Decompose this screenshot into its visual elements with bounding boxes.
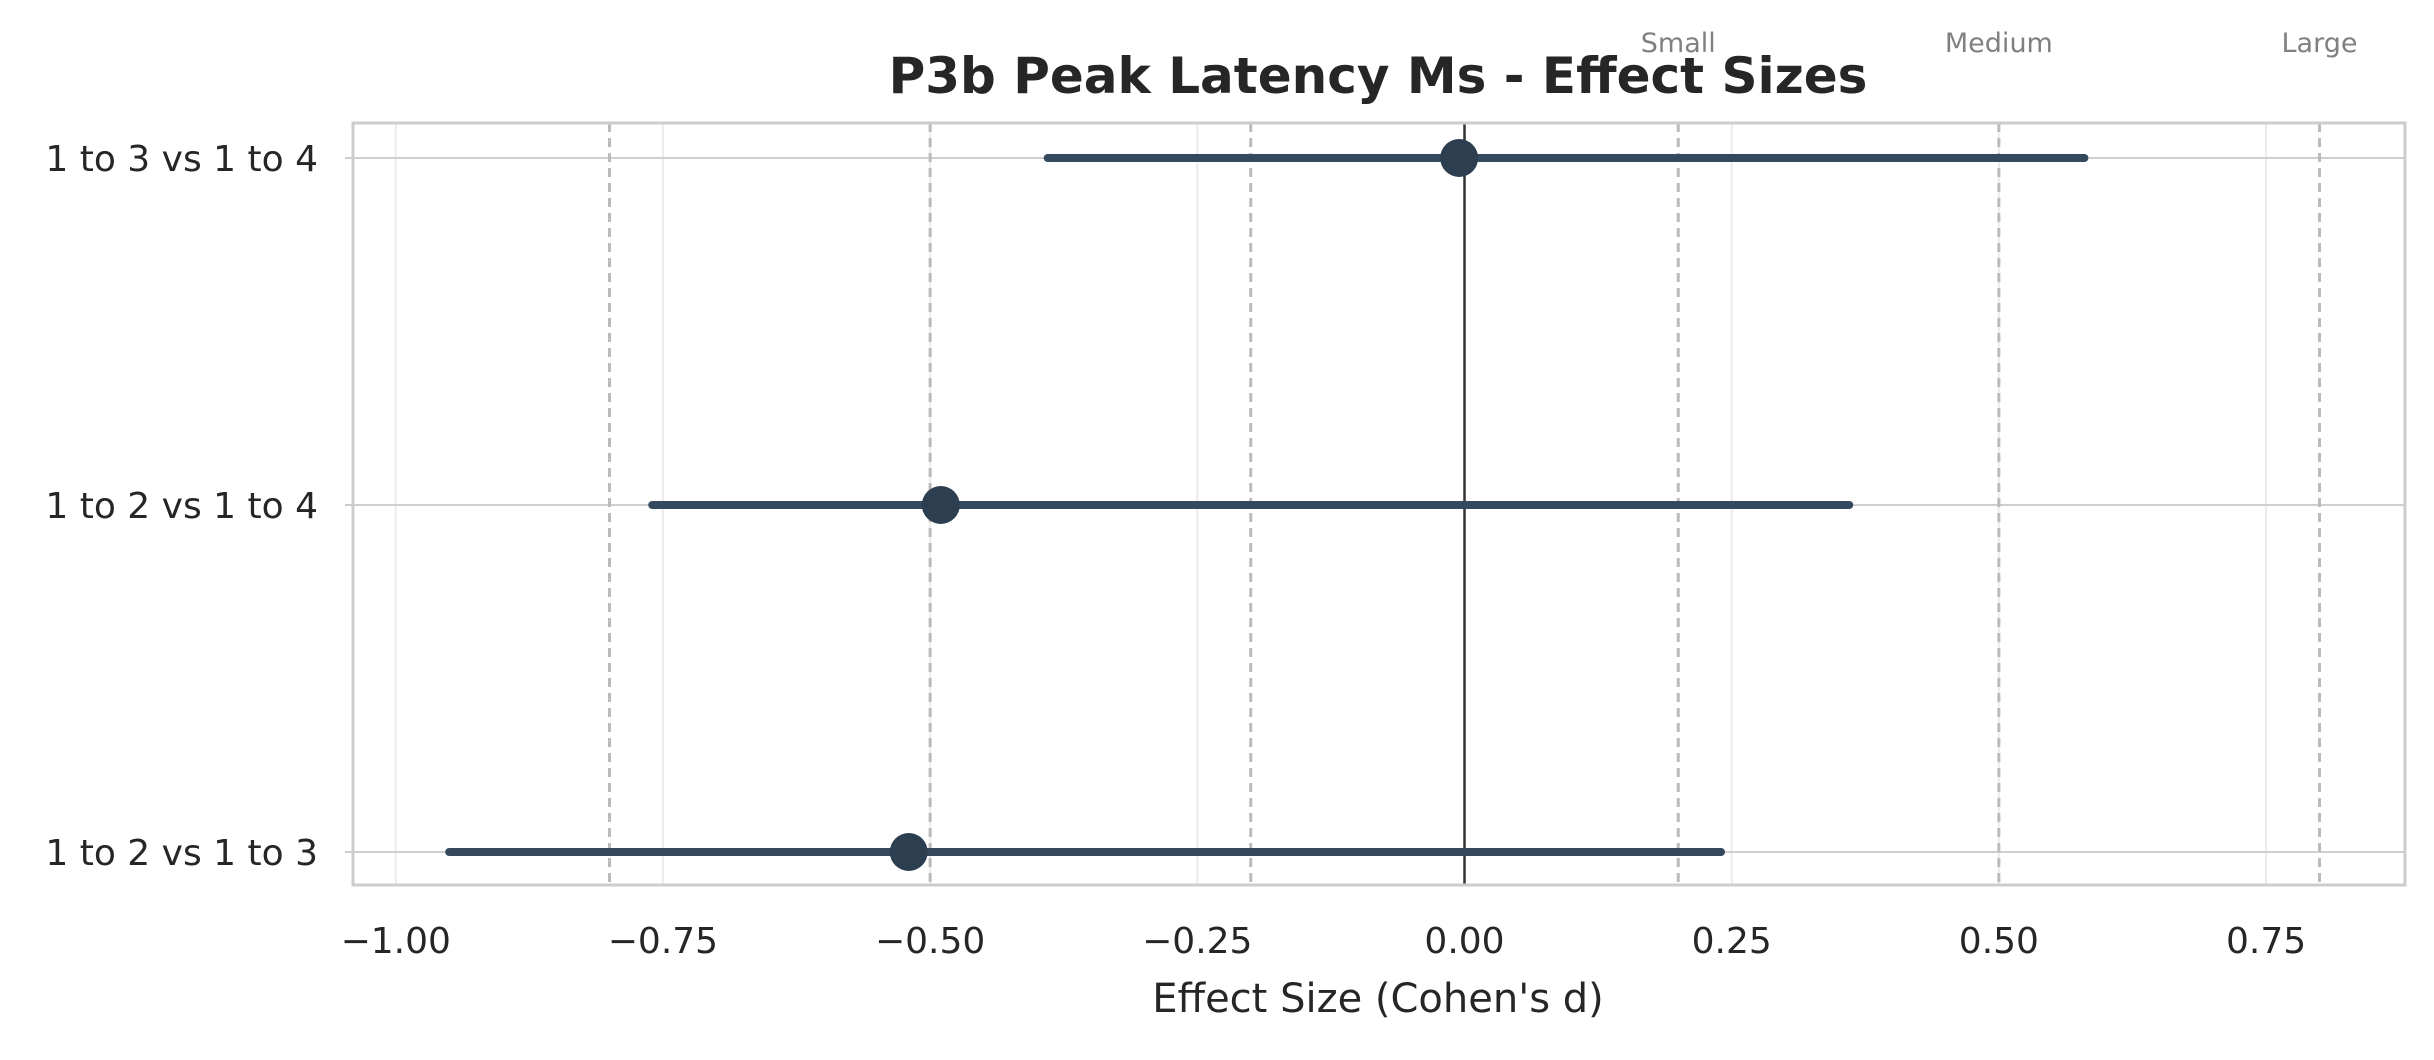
effect-estimate-point [1440, 139, 1479, 177]
effect-estimate-point [889, 833, 928, 871]
threshold-label: Medium [1945, 28, 2053, 59]
x-tick-label: 0.00 [1424, 921, 1504, 962]
y-tick-label: 1 to 2 vs 1 to 4 [45, 486, 318, 527]
chart-title: P3b Peak Latency Ms - Effect Sizes [889, 47, 1868, 105]
y-tick-label: 1 to 3 vs 1 to 4 [45, 139, 318, 180]
x-tick-label: −0.75 [608, 921, 718, 962]
x-tick-label: 0.25 [1692, 921, 1772, 962]
label-layer: Small Medium Large 1 to 3 vs 1 to 4 1 to 2 v… [45, 28, 2357, 962]
x-axis-label: Effect Size (Cohen's d) [1152, 976, 1604, 1022]
x-tick-label: 0.50 [1959, 921, 2039, 962]
effect-estimate-point [921, 486, 960, 524]
data-layer [445, 139, 2089, 871]
x-tick-label: −0.25 [1142, 921, 1252, 962]
threshold-label: Large [2282, 28, 2358, 59]
x-tick-label: −0.50 [875, 921, 985, 962]
x-tick-label: −1.00 [341, 921, 451, 962]
y-tick-label: 1 to 2 vs 1 to 3 [45, 833, 318, 874]
threshold-label: Small [1641, 28, 1716, 59]
x-tick-label: 0.75 [2226, 921, 2306, 962]
